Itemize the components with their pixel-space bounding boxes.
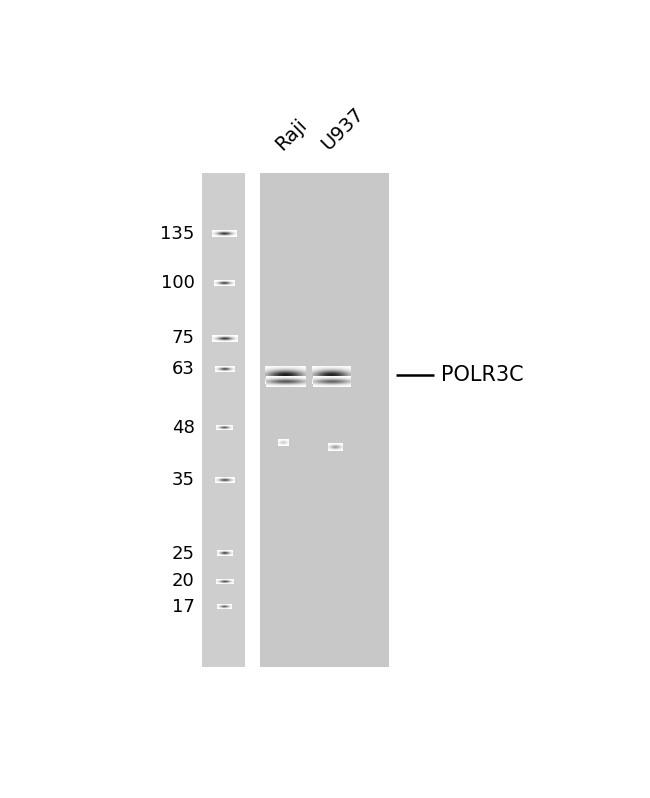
Bar: [202, 172, 245, 667]
Text: Raji: Raji: [272, 115, 311, 154]
Text: 20: 20: [172, 572, 194, 591]
Text: 48: 48: [172, 419, 194, 437]
Text: U937: U937: [317, 105, 367, 154]
Text: 135: 135: [160, 225, 194, 243]
Text: 75: 75: [172, 330, 194, 347]
Text: 63: 63: [172, 360, 194, 378]
Text: 35: 35: [172, 471, 194, 489]
Text: POLR3C: POLR3C: [441, 365, 524, 385]
Bar: [260, 172, 389, 667]
Text: 25: 25: [172, 544, 194, 563]
Text: 100: 100: [161, 275, 194, 292]
Text: 17: 17: [172, 598, 194, 616]
